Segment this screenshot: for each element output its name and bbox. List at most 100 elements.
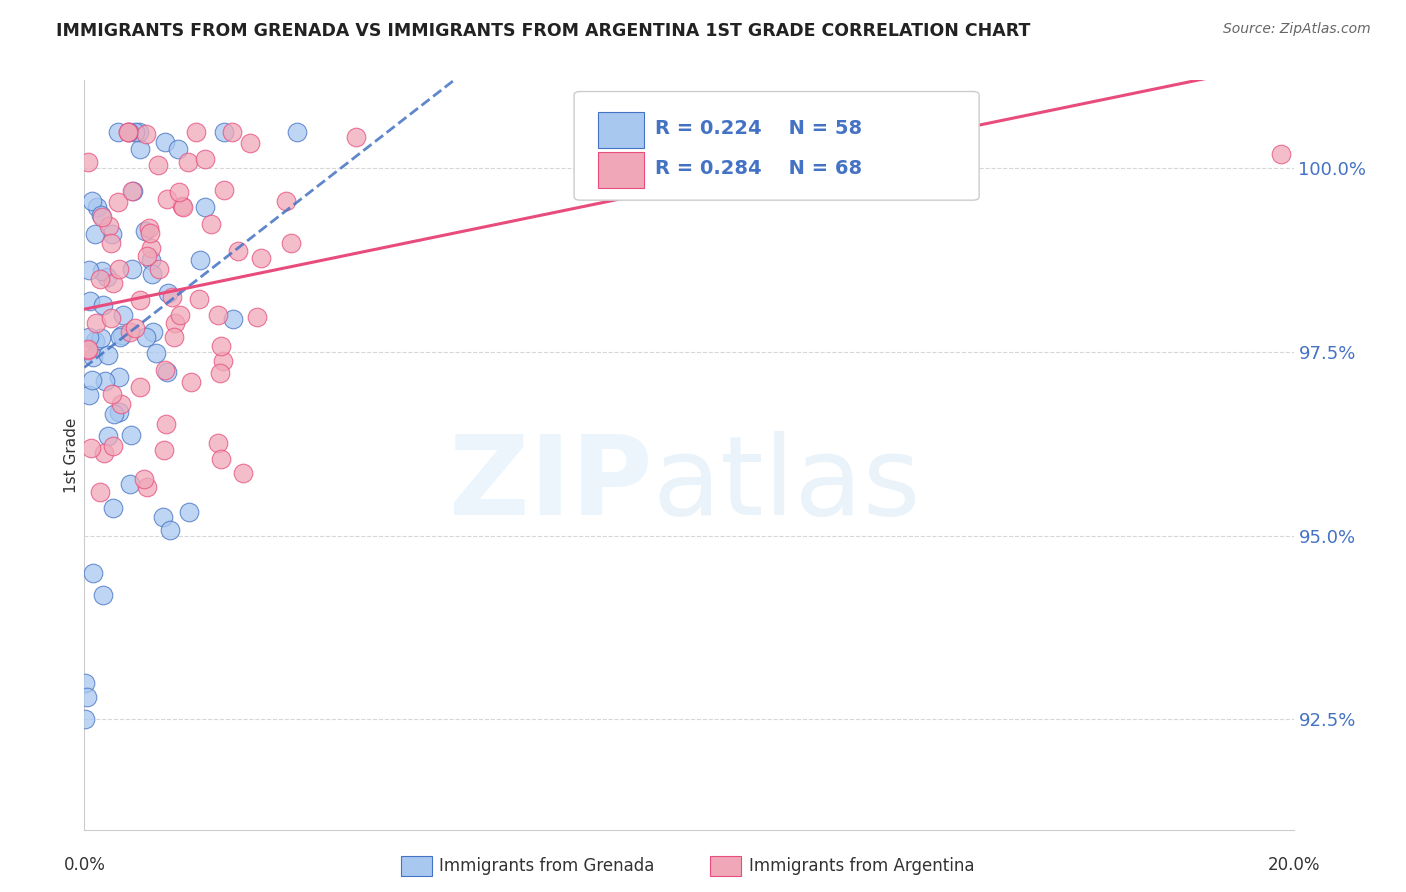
- Point: [285, 125, 308, 139]
- Point: [156, 192, 179, 206]
- Y-axis label: 1st Grade: 1st Grade: [63, 417, 79, 492]
- FancyBboxPatch shape: [574, 92, 979, 200]
- Point: [94, 374, 117, 388]
- Text: R = 0.224    N = 58: R = 0.224 N = 58: [655, 119, 862, 137]
- Point: [73, 712, 96, 726]
- Point: [107, 195, 129, 210]
- Point: [122, 184, 145, 198]
- Point: [98, 219, 121, 234]
- Point: [280, 236, 302, 251]
- Point: [188, 293, 211, 307]
- Point: [76, 690, 98, 705]
- Point: [212, 125, 235, 139]
- Point: [76, 343, 98, 358]
- Point: [160, 290, 183, 304]
- Point: [212, 353, 235, 368]
- Point: [344, 130, 367, 145]
- Point: [163, 330, 186, 344]
- Point: [86, 200, 108, 214]
- Point: [167, 185, 190, 199]
- Point: [79, 294, 101, 309]
- Point: [167, 142, 190, 156]
- Point: [93, 446, 115, 460]
- Point: [194, 200, 217, 214]
- Point: [97, 428, 120, 442]
- Point: [90, 208, 112, 222]
- Point: [250, 251, 273, 265]
- Point: [169, 308, 191, 322]
- Point: [141, 267, 163, 281]
- Point: [108, 330, 131, 344]
- Point: [141, 253, 163, 268]
- Point: [89, 272, 111, 286]
- Point: [207, 436, 229, 450]
- Point: [148, 158, 170, 172]
- Point: [120, 477, 142, 491]
- Point: [107, 125, 129, 139]
- Point: [246, 310, 269, 325]
- Text: ZIP: ZIP: [450, 432, 652, 539]
- Point: [82, 373, 104, 387]
- Point: [184, 125, 207, 139]
- Point: [145, 346, 167, 360]
- Point: [108, 370, 131, 384]
- Point: [77, 262, 100, 277]
- Point: [117, 125, 139, 139]
- Point: [153, 363, 176, 377]
- Point: [193, 152, 215, 166]
- Text: 0.0%: 0.0%: [63, 855, 105, 874]
- Point: [180, 375, 202, 389]
- Point: [101, 227, 124, 242]
- Point: [212, 184, 235, 198]
- Point: [156, 286, 179, 301]
- Point: [188, 253, 211, 268]
- Point: [176, 155, 198, 169]
- Point: [129, 142, 152, 156]
- Point: [209, 452, 232, 467]
- Point: [155, 417, 177, 431]
- Point: [124, 125, 146, 139]
- Point: [101, 387, 124, 401]
- Point: [200, 217, 222, 231]
- Point: [139, 241, 162, 255]
- Point: [76, 154, 98, 169]
- Point: [118, 325, 141, 339]
- Point: [136, 249, 159, 263]
- Point: [226, 244, 249, 258]
- Point: [82, 350, 104, 364]
- Point: [75, 675, 97, 690]
- Bar: [599, 153, 644, 188]
- Point: [148, 261, 170, 276]
- Point: [103, 277, 125, 291]
- Point: [129, 293, 152, 307]
- Point: [132, 472, 155, 486]
- Point: [156, 365, 179, 379]
- Point: [232, 466, 254, 480]
- Point: [152, 442, 174, 457]
- Text: Immigrants from Grenada: Immigrants from Grenada: [439, 857, 654, 875]
- Point: [82, 566, 104, 581]
- Point: [84, 334, 107, 348]
- Text: 20.0%: 20.0%: [1267, 855, 1320, 874]
- Point: [103, 407, 125, 421]
- Point: [152, 510, 174, 524]
- Point: [77, 329, 100, 343]
- Point: [138, 227, 160, 241]
- Point: [93, 298, 115, 312]
- Point: [135, 480, 157, 494]
- Point: [221, 312, 243, 326]
- Point: [90, 263, 112, 277]
- Point: [111, 308, 134, 322]
- Point: [111, 327, 134, 342]
- Point: [84, 316, 107, 330]
- Point: [91, 588, 114, 602]
- Text: IMMIGRANTS FROM GRENADA VS IMMIGRANTS FROM ARGENTINA 1ST GRADE CORRELATION CHART: IMMIGRANTS FROM GRENADA VS IMMIGRANTS FR…: [56, 22, 1031, 40]
- Point: [117, 125, 139, 139]
- Point: [91, 210, 114, 224]
- Text: R = 0.284    N = 68: R = 0.284 N = 68: [655, 159, 862, 178]
- Text: Immigrants from Argentina: Immigrants from Argentina: [749, 857, 974, 875]
- Point: [118, 125, 141, 139]
- Point: [221, 125, 243, 139]
- Point: [208, 366, 231, 380]
- Point: [101, 439, 124, 453]
